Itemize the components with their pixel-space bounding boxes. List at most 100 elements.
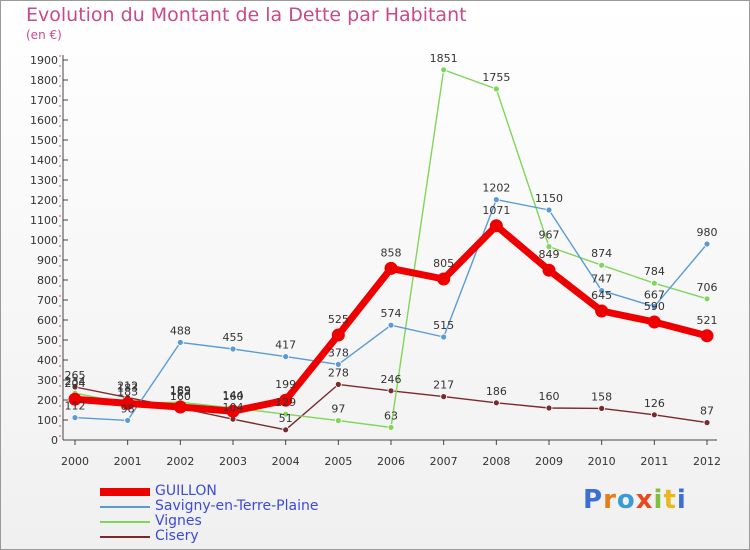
data-point bbox=[279, 393, 293, 407]
x-tick-label: 2008 bbox=[482, 455, 510, 468]
y-tick-label: 1000 bbox=[30, 234, 58, 247]
data-label: 805 bbox=[433, 257, 454, 270]
data-point bbox=[492, 196, 500, 204]
x-tick-label: 2011 bbox=[640, 455, 668, 468]
x-tick-label: 2009 bbox=[535, 455, 563, 468]
x-tick-label: 2003 bbox=[219, 455, 247, 468]
data-label: 590 bbox=[644, 300, 665, 313]
data-label: 186 bbox=[486, 385, 507, 398]
data-point bbox=[700, 329, 714, 343]
y-tick-label: 1800 bbox=[30, 74, 58, 87]
data-label: 455 bbox=[223, 331, 244, 344]
data-point bbox=[542, 263, 556, 277]
data-point bbox=[598, 404, 606, 412]
data-label: 858 bbox=[381, 246, 402, 259]
data-label: 160 bbox=[539, 390, 560, 403]
data-point bbox=[71, 414, 79, 422]
data-label: 126 bbox=[644, 397, 665, 410]
data-point bbox=[176, 338, 184, 346]
data-point bbox=[489, 219, 503, 233]
data-label: 1851 bbox=[430, 52, 458, 65]
data-point bbox=[598, 287, 606, 295]
data-point bbox=[229, 345, 237, 353]
data-label: 967 bbox=[539, 229, 560, 242]
data-point bbox=[703, 295, 711, 303]
data-point bbox=[387, 321, 395, 329]
y-tick-label: 600 bbox=[37, 314, 58, 327]
data-label: 144 bbox=[223, 389, 244, 402]
x-tick-label: 2000 bbox=[61, 455, 89, 468]
y-tick-label: 1500 bbox=[30, 134, 58, 147]
legend-label: Vignes bbox=[155, 513, 202, 529]
data-point bbox=[545, 404, 553, 412]
chart-title: Evolution du Montant de la Dette par Hab… bbox=[26, 4, 467, 26]
data-point bbox=[595, 304, 609, 318]
data-label: 874 bbox=[591, 247, 612, 260]
y-tick-label: 700 bbox=[37, 294, 58, 307]
data-label: 217 bbox=[433, 379, 454, 392]
data-point bbox=[545, 243, 553, 251]
x-tick-label: 2007 bbox=[430, 455, 458, 468]
data-label: 51 bbox=[279, 412, 293, 425]
legend-label: GUILLON bbox=[155, 483, 217, 499]
data-label: 980 bbox=[697, 226, 718, 239]
data-label: 1755 bbox=[482, 71, 510, 84]
y-tick-label: 1600 bbox=[30, 114, 58, 127]
axes: 0 100 200 300 400 500 600 700 800 900 1000 1100 1200… bbox=[30, 54, 721, 468]
y-tick-label: 0 bbox=[51, 434, 58, 447]
y-tick-label: 1300 bbox=[30, 174, 58, 187]
y-tick-label: 1200 bbox=[30, 194, 58, 207]
chart-subtitle: (en €) bbox=[26, 28, 62, 42]
y-tick-label: 800 bbox=[37, 274, 58, 287]
proxiti-logo: Proxiti bbox=[583, 485, 687, 515]
data-label: 521 bbox=[697, 314, 718, 327]
y-tick-label: 900 bbox=[37, 254, 58, 267]
data-point bbox=[282, 353, 290, 361]
y-tick-label: 100 bbox=[37, 414, 58, 427]
x-tick-label: 2010 bbox=[588, 455, 616, 468]
data-label: 129 bbox=[275, 396, 296, 409]
data-label: 234 bbox=[65, 375, 86, 388]
data-label: 1202 bbox=[482, 182, 510, 195]
x-tick-label: 2001 bbox=[114, 455, 142, 468]
legend-swatch bbox=[100, 488, 150, 496]
data-label: 488 bbox=[170, 324, 191, 337]
data-point bbox=[703, 419, 711, 427]
data-label: 278 bbox=[328, 366, 349, 379]
data-point bbox=[387, 423, 395, 431]
data-label: 265 bbox=[65, 369, 86, 382]
x-tick-label: 2012 bbox=[693, 455, 721, 468]
data-label: 160 bbox=[223, 390, 244, 403]
series-layer bbox=[68, 66, 714, 434]
data-label: 204 bbox=[65, 377, 86, 390]
legend-swatch bbox=[100, 506, 150, 508]
data-label: 525 bbox=[328, 313, 349, 326]
x-tick-label: 2005 bbox=[324, 455, 352, 468]
data-point bbox=[703, 240, 711, 248]
data-label: 165 bbox=[170, 385, 191, 398]
data-point bbox=[226, 404, 240, 418]
data-point bbox=[387, 387, 395, 395]
x-tick-label: 2004 bbox=[272, 455, 300, 468]
data-point bbox=[334, 417, 342, 425]
data-point bbox=[650, 279, 658, 287]
data-point bbox=[384, 261, 398, 275]
data-label: 63 bbox=[384, 409, 398, 422]
data-label: 645 bbox=[591, 289, 612, 302]
data-label: 87 bbox=[700, 405, 714, 418]
data-point bbox=[121, 396, 135, 410]
data-label: 378 bbox=[328, 346, 349, 359]
data-point bbox=[173, 400, 187, 414]
y-tick-label: 1900 bbox=[30, 54, 58, 67]
data-point bbox=[492, 85, 500, 93]
data-point bbox=[650, 303, 658, 311]
data-label: 515 bbox=[433, 319, 454, 332]
data-point bbox=[440, 393, 448, 401]
legend-label: Cisery bbox=[155, 528, 199, 544]
data-label: 98 bbox=[121, 402, 135, 415]
data-point bbox=[437, 272, 451, 286]
data-point bbox=[334, 360, 342, 368]
data-label: 104 bbox=[223, 401, 244, 414]
y-tick-label: 500 bbox=[37, 334, 58, 347]
